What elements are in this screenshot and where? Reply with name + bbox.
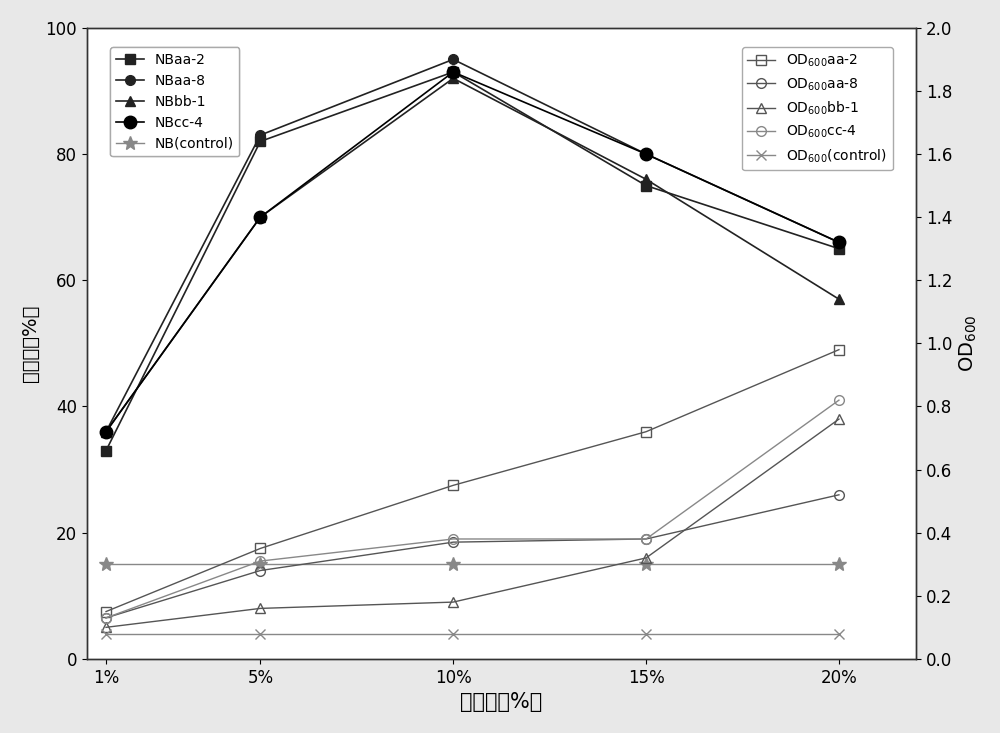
$\mathrm{OD}_{600}$bb-1 (100, 623, 112, 632)
$\mathrm{OD}_{600}$(control) (640, 629, 652, 638)
$\mathrm{OD}_{600}$bb-1 (447, 597, 459, 606)
$\mathrm{OD}_{600}$(control) (100, 629, 112, 638)
$\mathrm{OD}_{600}$aa-8 (100, 614, 112, 622)
$\mathrm{OD}_{600}$aa-2 (833, 345, 845, 354)
$\mathrm{OD}_{600}$bb-1 (640, 553, 652, 562)
NBbb-1 (833, 295, 845, 303)
NB(control) (447, 560, 459, 569)
$\mathrm{OD}_{600}$bb-1 (833, 415, 845, 424)
NBbb-1 (100, 427, 112, 436)
$\mathrm{OD}_{600}$cc-4 (640, 534, 652, 543)
$\mathrm{OD}_{600}$cc-4 (447, 534, 459, 543)
$\mathrm{OD}_{600}$aa-2 (100, 607, 112, 616)
$\mathrm{OD}_{600}$aa-8 (640, 534, 652, 543)
NBcc-4 (254, 213, 266, 221)
$\mathrm{OD}_{600}$(control) (254, 629, 266, 638)
$\mathrm{OD}_{600}$aa-8 (254, 566, 266, 575)
$\mathrm{OD}_{600}$aa-8 (447, 538, 459, 547)
Line: $\mathrm{OD}_{600}$aa-2: $\mathrm{OD}_{600}$aa-2 (101, 345, 844, 616)
NB(control) (640, 560, 652, 569)
Legend: $\mathrm{OD}_{600}$aa-2, $\mathrm{OD}_{600}$aa-8, $\mathrm{OD}_{600}$bb-1, $\mat: $\mathrm{OD}_{600}$aa-2, $\mathrm{OD}_{6… (742, 48, 893, 170)
Line: $\mathrm{OD}_{600}$bb-1: $\mathrm{OD}_{600}$bb-1 (101, 414, 844, 632)
Line: $\mathrm{OD}_{600}$(control): $\mathrm{OD}_{600}$(control) (101, 629, 844, 638)
Line: NB(control): NB(control) (99, 557, 846, 571)
NBcc-4 (640, 150, 652, 158)
NB(control) (833, 560, 845, 569)
$\mathrm{OD}_{600}$aa-8 (833, 490, 845, 499)
NBbb-1 (254, 213, 266, 221)
$\mathrm{OD}_{600}$aa-2 (447, 481, 459, 490)
$\mathrm{OD}_{600}$aa-2 (640, 427, 652, 436)
NBaa-2 (254, 137, 266, 146)
NB(control) (100, 560, 112, 569)
NBaa-8 (447, 55, 459, 64)
$\mathrm{OD}_{600}$bb-1 (254, 604, 266, 613)
NBcc-4 (100, 427, 112, 436)
Line: $\mathrm{OD}_{600}$cc-4: $\mathrm{OD}_{600}$cc-4 (101, 395, 844, 623)
$\mathrm{OD}_{600}$(control) (447, 629, 459, 638)
$\mathrm{OD}_{600}$cc-4 (254, 556, 266, 565)
NBcc-4 (447, 67, 459, 76)
NBaa-2 (833, 244, 845, 253)
NBaa-8 (100, 427, 112, 436)
NBaa-2 (447, 67, 459, 76)
Line: NBcc-4: NBcc-4 (100, 66, 845, 438)
NBbb-1 (640, 175, 652, 184)
Y-axis label: 降解率（%）: 降解率（%） (21, 305, 40, 382)
NBbb-1 (447, 74, 459, 83)
NB(control) (254, 560, 266, 569)
Line: NBaa-2: NBaa-2 (101, 67, 844, 455)
$\mathrm{OD}_{600}$cc-4 (833, 396, 845, 405)
Line: $\mathrm{OD}_{600}$aa-8: $\mathrm{OD}_{600}$aa-8 (101, 490, 844, 623)
$\mathrm{OD}_{600}$aa-2 (254, 544, 266, 553)
Line: NBbb-1: NBbb-1 (101, 73, 844, 437)
Y-axis label: OD$_{600}$: OD$_{600}$ (958, 314, 979, 372)
NBaa-8 (833, 238, 845, 247)
Legend: NBaa-2, NBaa-8, NBbb-1, NBcc-4, NB(control): NBaa-2, NBaa-8, NBbb-1, NBcc-4, NB(contr… (110, 48, 239, 156)
X-axis label: 接种量（%）: 接种量（%） (460, 692, 543, 712)
Line: NBaa-8: NBaa-8 (101, 54, 844, 437)
NBaa-2 (640, 181, 652, 190)
NBcc-4 (833, 238, 845, 247)
$\mathrm{OD}_{600}$(control) (833, 629, 845, 638)
NBaa-8 (254, 130, 266, 139)
NBaa-2 (100, 446, 112, 455)
$\mathrm{OD}_{600}$cc-4 (100, 614, 112, 622)
NBaa-8 (640, 150, 652, 158)
